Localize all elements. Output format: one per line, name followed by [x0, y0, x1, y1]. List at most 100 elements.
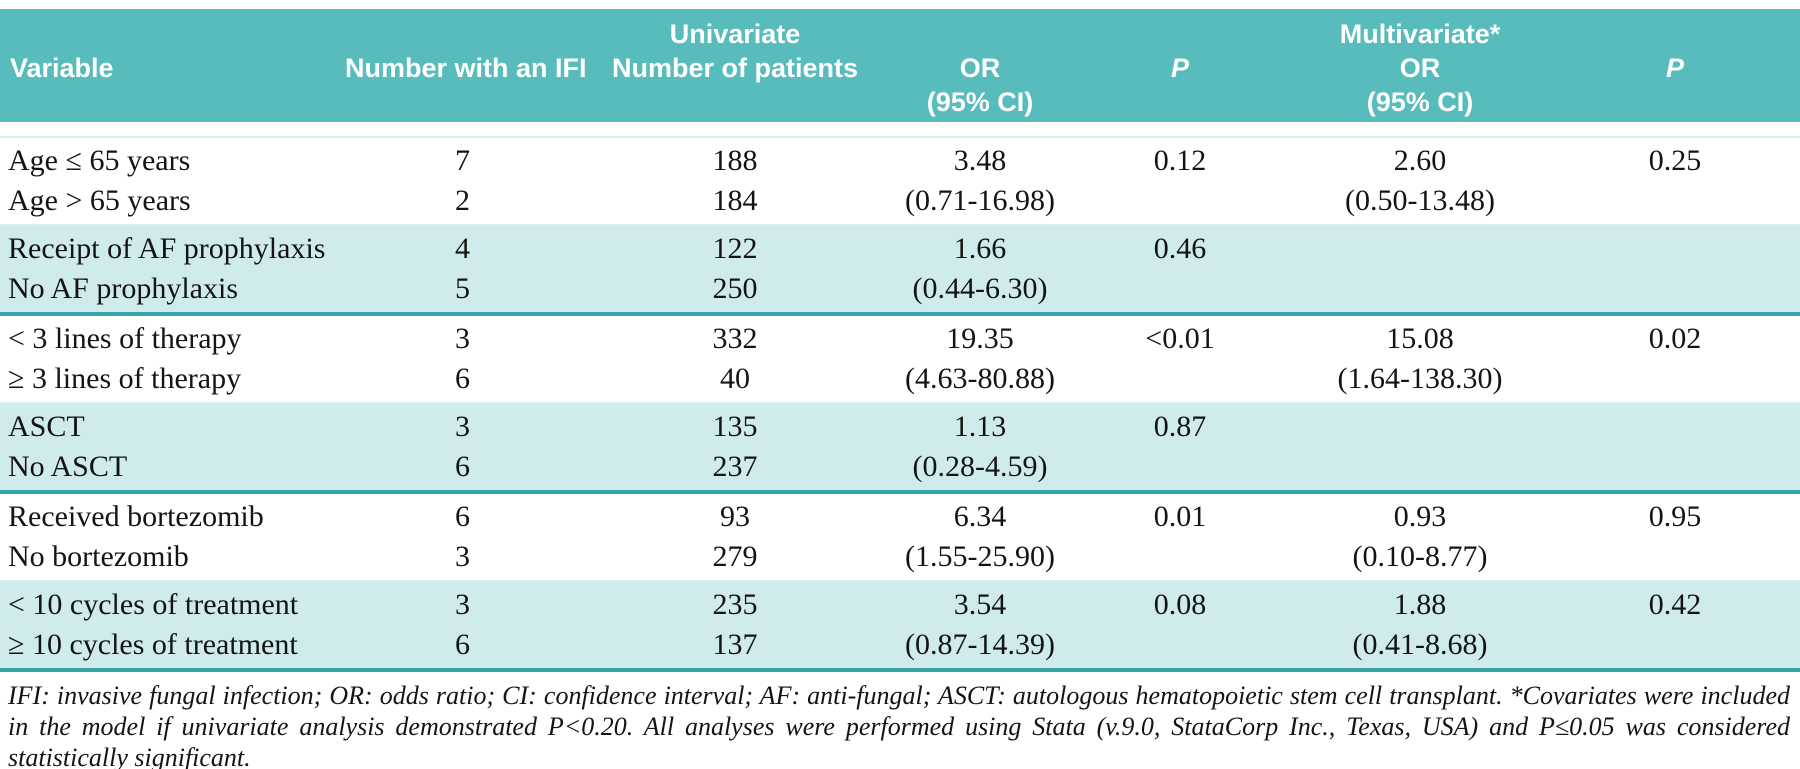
- header-col-multivariate-or: Multivariate* OR (95% CI): [1290, 9, 1550, 122]
- ifi-value: 6: [455, 628, 470, 661]
- univariate-p-cell: 0.12: [1070, 138, 1290, 224]
- patients-value: 93: [720, 500, 750, 533]
- ifi-cell: 6 3: [345, 494, 580, 580]
- table-group-asct: ASCT No ASCT 3 6 135 237 1.13 (0.28-4.59…: [0, 402, 1800, 494]
- patients-value: 122: [712, 232, 758, 265]
- variable-label: No ASCT: [8, 450, 128, 483]
- or-value: 1.66: [953, 232, 1007, 265]
- multivariate-p-cell: [1550, 404, 1800, 490]
- ci-value: (0.10-8.77): [1352, 540, 1488, 573]
- ci-value: (0.28-4.59): [912, 450, 1048, 483]
- univariate-or-cell: 1.13 (0.28-4.59): [890, 404, 1070, 490]
- multivariate-p-cell: [1550, 226, 1800, 312]
- header-rule: [0, 136, 1800, 138]
- variable-cell: Age ≤ 65 years Age > 65 years: [0, 138, 345, 224]
- header-col-univariate-or: OR (95% CI): [890, 9, 1070, 122]
- variable-label: Receipt of AF prophylaxis: [8, 232, 326, 265]
- table-group-cycles: < 10 cycles of treatment ≥ 10 cycles of …: [0, 580, 1800, 672]
- p-value: 0.46: [1153, 232, 1207, 265]
- header-col-ifi: Number with an IFI: [345, 9, 587, 122]
- univariate-p-cell: 0.01: [1070, 494, 1290, 580]
- ifi-cell: 4 5: [345, 226, 580, 312]
- or-value: 2.60: [1393, 144, 1447, 177]
- patients-cell: 122 250: [580, 226, 890, 312]
- variable-label: ≥ 10 cycles of treatment: [8, 628, 298, 661]
- ci-value: (0.44-6.30): [912, 272, 1048, 305]
- header-ifi-label: Number with an IFI: [345, 52, 587, 83]
- table-footnote: IFI: invasive fungal infection; OR: odds…: [8, 681, 1790, 769]
- patients-value: 235: [712, 588, 758, 621]
- variable-label: ASCT: [8, 410, 85, 443]
- ci-value: (0.41-8.68): [1352, 628, 1488, 661]
- multivariate-p-cell: 0.02: [1550, 316, 1800, 402]
- multivariate-or-cell: 1.88 (0.41-8.68): [1290, 582, 1550, 668]
- header-ci-label: (95% CI): [926, 86, 1034, 117]
- univariate-or-cell: 6.34 (1.55-25.90): [890, 494, 1070, 580]
- header-patients-label: Number of patients: [611, 52, 859, 83]
- patients-value: 279: [712, 540, 758, 573]
- or-value: 19.35: [946, 322, 1014, 355]
- patients-value: 188: [712, 144, 758, 177]
- variable-label: < 3 lines of therapy: [8, 322, 242, 355]
- multivariate-p-cell: 0.25: [1550, 138, 1800, 224]
- ci-value: [1290, 269, 1550, 309]
- table-group-lines-of-therapy: < 3 lines of therapy ≥ 3 lines of therap…: [0, 316, 1800, 402]
- patients-value: 135: [712, 410, 758, 443]
- univariate-p-cell: <0.01: [1070, 316, 1290, 402]
- or-value: 15.08: [1386, 322, 1454, 355]
- ifi-value: 6: [455, 362, 470, 395]
- table-group-af-prophylaxis: Receipt of AF prophylaxis No AF prophyla…: [0, 224, 1800, 316]
- p-value: <0.01: [1145, 322, 1215, 355]
- multivariate-or-cell: [1290, 404, 1550, 490]
- patients-cell: 332 40: [580, 316, 890, 402]
- patients-value: 40: [720, 362, 750, 395]
- patients-value: 250: [712, 272, 758, 305]
- header-ci-label: (95% CI): [1366, 86, 1474, 117]
- p-value: [1550, 407, 1800, 447]
- patients-value: 137: [712, 628, 758, 661]
- ci-value: (1.55-25.90): [905, 540, 1055, 573]
- ci-value: [1290, 447, 1550, 487]
- variable-label: No bortezomib: [8, 540, 189, 573]
- header-gap: [0, 122, 1800, 136]
- header-or-label: OR: [959, 52, 1001, 83]
- header-p-label: P: [1170, 52, 1189, 83]
- ifi-value: 2: [455, 184, 470, 217]
- ifi-value: 6: [455, 450, 470, 483]
- p-value: 0.87: [1153, 410, 1207, 443]
- multivariate-p-cell: 0.95: [1550, 494, 1800, 580]
- header-variable-label: Variable: [10, 52, 114, 83]
- patients-value: 237: [712, 450, 758, 483]
- variable-label: No AF prophylaxis: [8, 272, 239, 305]
- ifi-value: 4: [455, 232, 470, 265]
- multivariate-p-cell: 0.42: [1550, 582, 1800, 668]
- ifi-value: 3: [455, 322, 470, 355]
- header-p-label: P: [1665, 52, 1684, 83]
- ifi-cell: 3 6: [345, 582, 580, 668]
- univariate-p-cell: 0.87: [1070, 404, 1290, 490]
- header-or-label: OR: [1399, 52, 1441, 83]
- or-value: 3.54: [953, 588, 1007, 621]
- or-value: 1.13: [953, 410, 1007, 443]
- or-value: 0.93: [1393, 500, 1447, 533]
- variable-cell: < 3 lines of therapy ≥ 3 lines of therap…: [0, 316, 345, 402]
- p-value: [1550, 229, 1800, 269]
- univariate-p-cell: 0.46: [1070, 226, 1290, 312]
- multivariate-or-cell: 2.60 (0.50-13.48): [1290, 138, 1550, 224]
- p-value: 0.02: [1648, 322, 1702, 355]
- p-value: 0.95: [1648, 500, 1702, 533]
- header-col-multivariate-p: P: [1550, 9, 1800, 122]
- ci-value: (0.87-14.39): [905, 628, 1055, 661]
- patients-cell: 235 137: [580, 582, 890, 668]
- ifi-value: 3: [455, 588, 470, 621]
- or-value: 1.88: [1393, 588, 1447, 621]
- ifi-value: 3: [455, 410, 470, 443]
- univariate-or-cell: 19.35 (4.63-80.88): [890, 316, 1070, 402]
- multivariate-or-cell: 0.93 (0.10-8.77): [1290, 494, 1550, 580]
- variable-label: Age > 65 years: [8, 184, 191, 217]
- variable-cell: ASCT No ASCT: [0, 404, 345, 490]
- ci-value: (0.71-16.98): [905, 184, 1055, 217]
- table-header: Variable Number with an IFI Univariate N…: [0, 9, 1800, 122]
- variable-cell: < 10 cycles of treatment ≥ 10 cycles of …: [0, 582, 345, 668]
